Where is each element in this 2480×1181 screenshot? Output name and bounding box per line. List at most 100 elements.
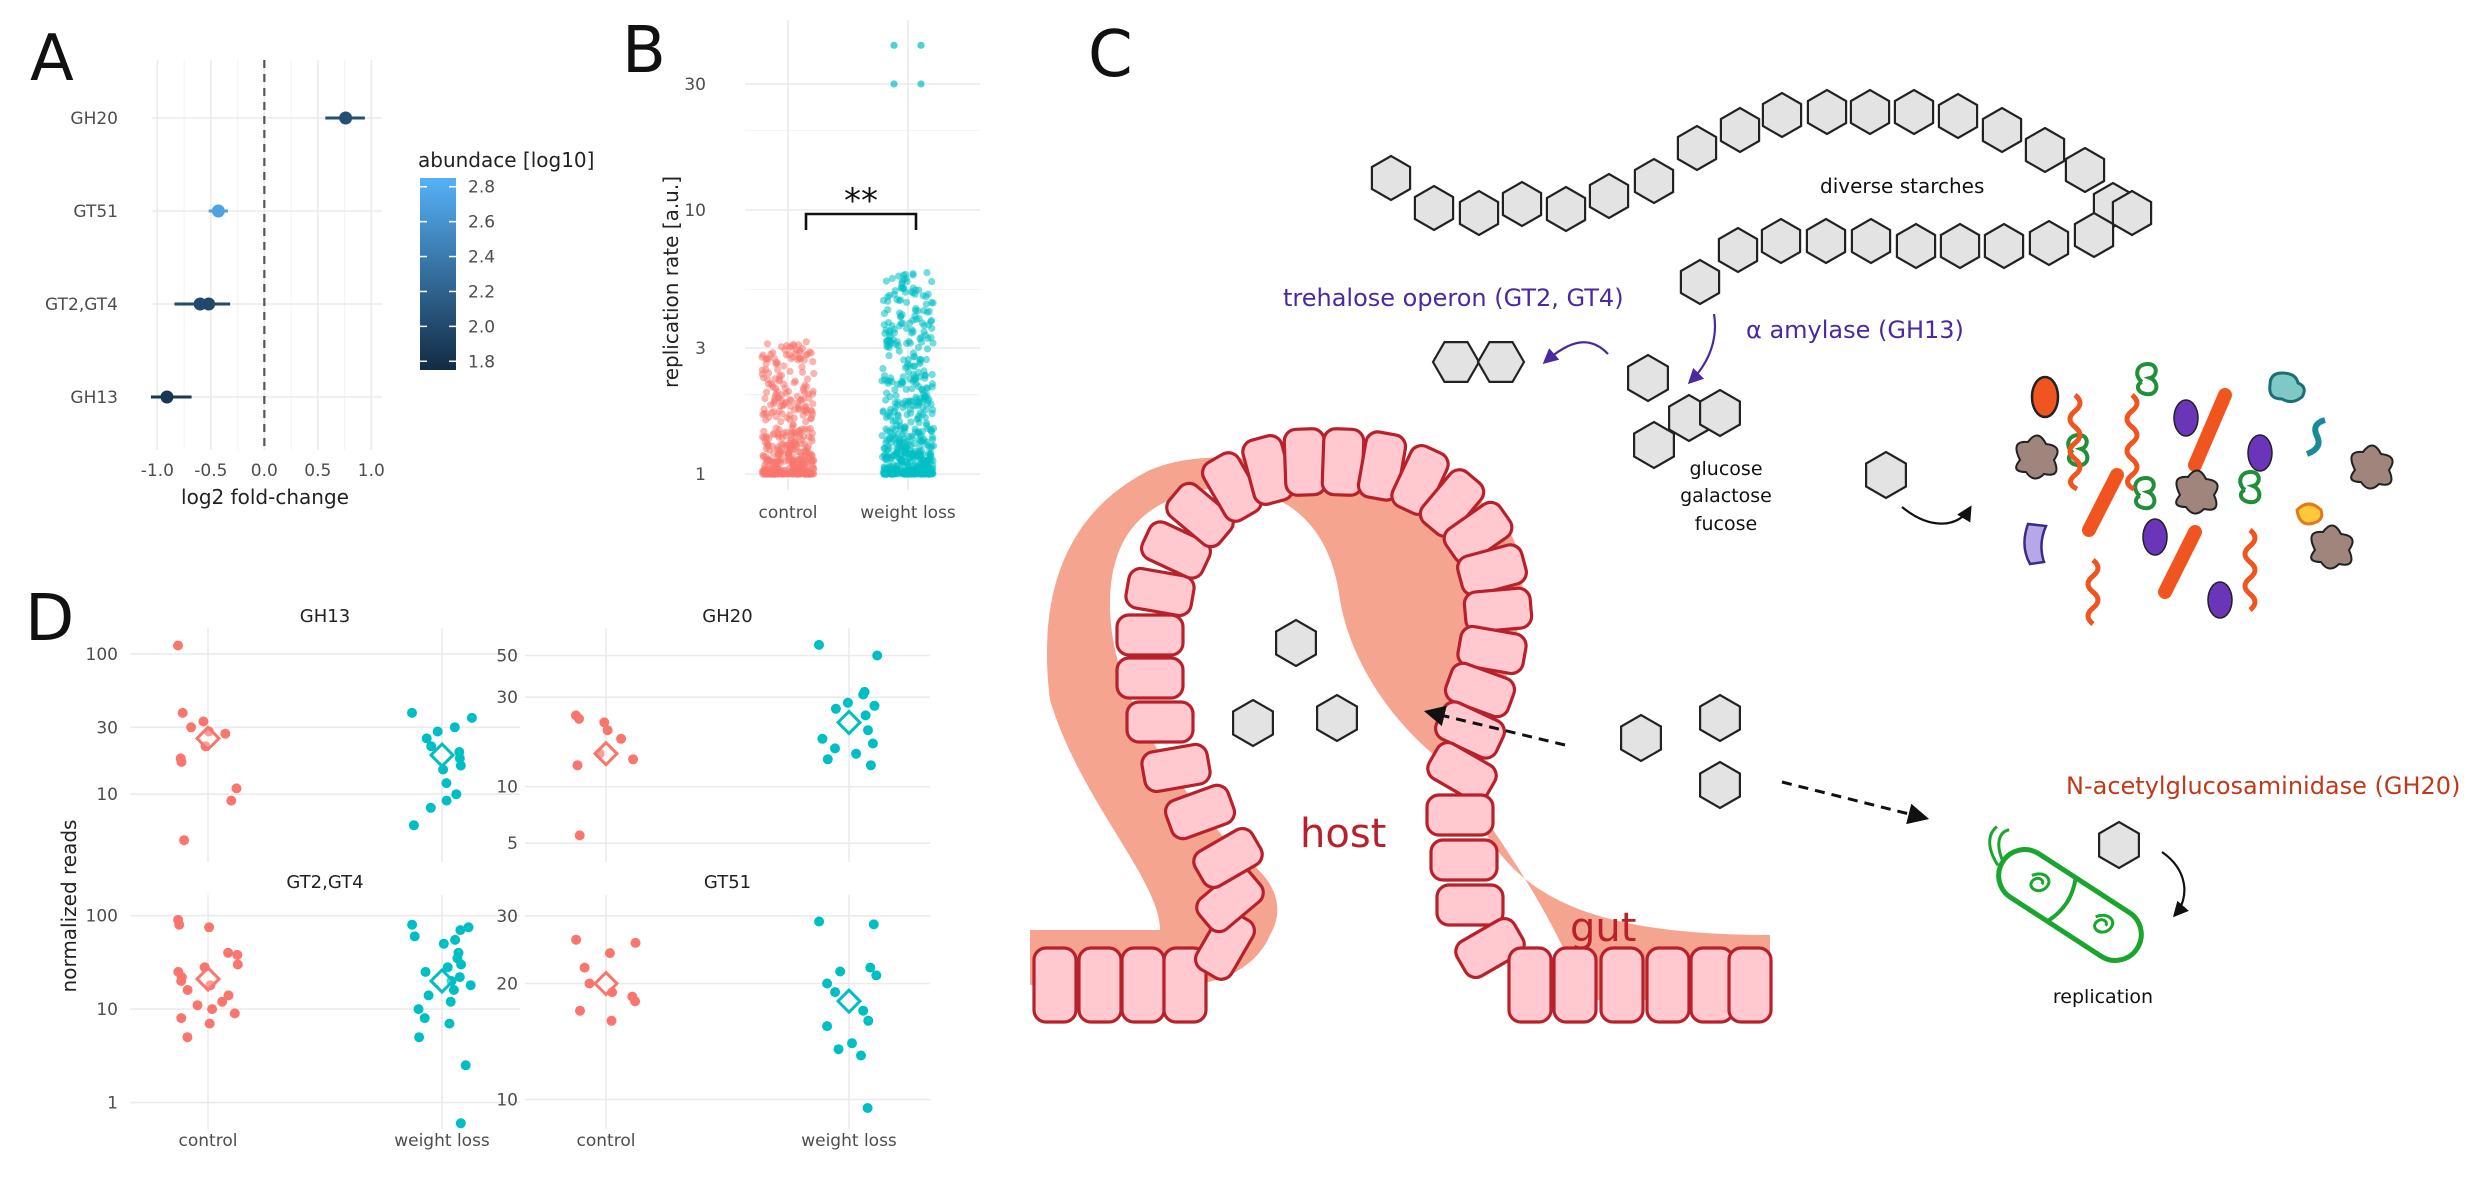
panel-b-point bbox=[903, 278, 911, 286]
panel-b-point bbox=[785, 470, 794, 478]
panel-d-point bbox=[426, 741, 437, 752]
panel-a-legend-ticks: 2.8 2.6 2.4 2.2 2.0 1.8 bbox=[420, 178, 495, 372]
panel-b-point bbox=[928, 370, 936, 379]
panel-b-point bbox=[802, 338, 810, 346]
panel-d-x-tick: control bbox=[179, 1131, 238, 1151]
panel-d-point bbox=[606, 1015, 617, 1026]
panel-b-point bbox=[795, 456, 803, 464]
panel-b-point bbox=[927, 318, 935, 326]
panel-b-point bbox=[808, 452, 816, 460]
panel-b-significance-label: ** bbox=[844, 181, 878, 221]
starch-unit bbox=[1717, 226, 1759, 274]
panel-d-point bbox=[176, 976, 187, 986]
starch-unit bbox=[2028, 219, 2070, 267]
panel-b-point bbox=[797, 396, 805, 405]
gut-cell bbox=[1689, 946, 1735, 1024]
panel-b-point bbox=[804, 426, 812, 434]
panel-b-point bbox=[925, 307, 933, 315]
panel-d-point bbox=[445, 996, 456, 1007]
panel-b-point bbox=[806, 348, 814, 356]
panel-b-y-tick-labels: 1 3 10 30 bbox=[684, 75, 706, 485]
starch-unit bbox=[2024, 126, 2066, 174]
starch-unit bbox=[1849, 88, 1891, 136]
amylase-arrow bbox=[1687, 313, 1716, 385]
panel-b-point bbox=[801, 440, 809, 448]
panel-d-point bbox=[450, 934, 461, 945]
panel-d-mean-marker bbox=[592, 970, 620, 997]
nag-label: N-acetylglucosaminidase (GH20) bbox=[2066, 772, 2460, 800]
panel-d-point bbox=[220, 728, 231, 739]
panel-b-point bbox=[764, 369, 773, 377]
panel-d-mean-marker bbox=[592, 740, 620, 767]
gut-cell bbox=[1124, 566, 1196, 618]
panel-d-x-tick: weight loss bbox=[801, 1131, 897, 1151]
panel-d-point bbox=[441, 795, 452, 806]
panel-d-point bbox=[449, 722, 460, 733]
trehalose-hexagon bbox=[1431, 341, 1481, 383]
panel-b-point bbox=[912, 315, 920, 323]
panel-d-point bbox=[575, 1005, 585, 1016]
panel-d-point bbox=[822, 978, 833, 989]
panel-b-y-tick: 10 bbox=[684, 201, 706, 221]
panel-b-point bbox=[795, 427, 803, 435]
gut-cell bbox=[1162, 946, 1208, 1024]
panel-b-point bbox=[770, 407, 778, 416]
panel-a-forest-plot: GH20 GT51 GT2,GT4 GH13 -1.0 -0.5 0.0 0.5 1.0 lo… bbox=[45, 60, 594, 509]
panel-d-point bbox=[231, 783, 242, 794]
panel-b-point bbox=[883, 389, 891, 397]
panel-d-mean-marker bbox=[835, 988, 863, 1015]
panel-a-legend-tick: 2.4 bbox=[468, 248, 495, 268]
panel-b-point bbox=[897, 319, 905, 327]
panel-d-facet: GT2,GT4 1 10 100 control weight loss bbox=[86, 872, 520, 1151]
panel-b-point bbox=[774, 366, 782, 374]
panel-b-point bbox=[928, 324, 936, 332]
panel-d-point bbox=[229, 1008, 240, 1019]
panel-d-point bbox=[217, 996, 228, 1007]
panel-b-point bbox=[802, 418, 810, 426]
panel-b-point bbox=[919, 410, 927, 418]
panel-b-point bbox=[771, 384, 780, 392]
panel-d-point bbox=[226, 795, 237, 806]
starch-unit bbox=[1676, 124, 1718, 172]
panel-d-point bbox=[454, 972, 465, 983]
panel-b-point bbox=[881, 444, 889, 452]
gut-cell bbox=[1163, 783, 1237, 841]
replication-arrow bbox=[2161, 851, 2189, 918]
panel-b-point bbox=[900, 424, 908, 433]
panel-b-y-tick: 3 bbox=[695, 339, 706, 359]
panel-d-point bbox=[599, 717, 610, 728]
panel-b-y-axis-label: replication rate [a.u.] bbox=[659, 176, 683, 388]
panel-d-point bbox=[574, 713, 584, 724]
sugar-hexagon bbox=[1316, 693, 1358, 743]
panel-d-y-axis-label: normalized reads bbox=[57, 820, 81, 993]
panel-b-point bbox=[807, 470, 815, 478]
starch-unit bbox=[1413, 184, 1455, 232]
panel-b-y-tick: 30 bbox=[684, 75, 706, 95]
panel-b-point bbox=[927, 334, 935, 342]
panel-b-point bbox=[915, 436, 923, 444]
panel-b-point bbox=[901, 288, 909, 296]
panel-b-point bbox=[761, 394, 769, 403]
dividing-bacterium bbox=[1988, 825, 2144, 963]
panel-b-point bbox=[893, 401, 901, 409]
panel-a-legend-title: abundace [log10] bbox=[418, 148, 594, 172]
panel-b-point bbox=[893, 421, 901, 429]
panel-b-outlier bbox=[917, 80, 925, 88]
replication-label: replication bbox=[2053, 986, 2153, 1008]
panel-a-x-tick: 1.0 bbox=[358, 461, 385, 481]
panel-b-point bbox=[912, 460, 920, 468]
panel-d-point bbox=[871, 970, 882, 981]
gut-cell bbox=[1425, 793, 1495, 837]
panel-c-diagram: host gut diverse starches trehalose oper… bbox=[1030, 88, 2460, 1024]
gut-cell bbox=[1645, 946, 1691, 1024]
panel-d-mean-marker bbox=[194, 725, 222, 752]
sugar-hexagon bbox=[1699, 693, 1741, 743]
panel-b-x-tick: control bbox=[759, 503, 818, 523]
panel-b-point bbox=[900, 449, 908, 457]
panel-b-point bbox=[886, 341, 894, 349]
panel-d-point bbox=[584, 978, 595, 989]
panel-b-point bbox=[803, 448, 811, 456]
panel-d-point bbox=[604, 948, 615, 959]
panel-d-x-tick: control bbox=[577, 1131, 636, 1151]
panel-d-point bbox=[413, 1004, 424, 1015]
